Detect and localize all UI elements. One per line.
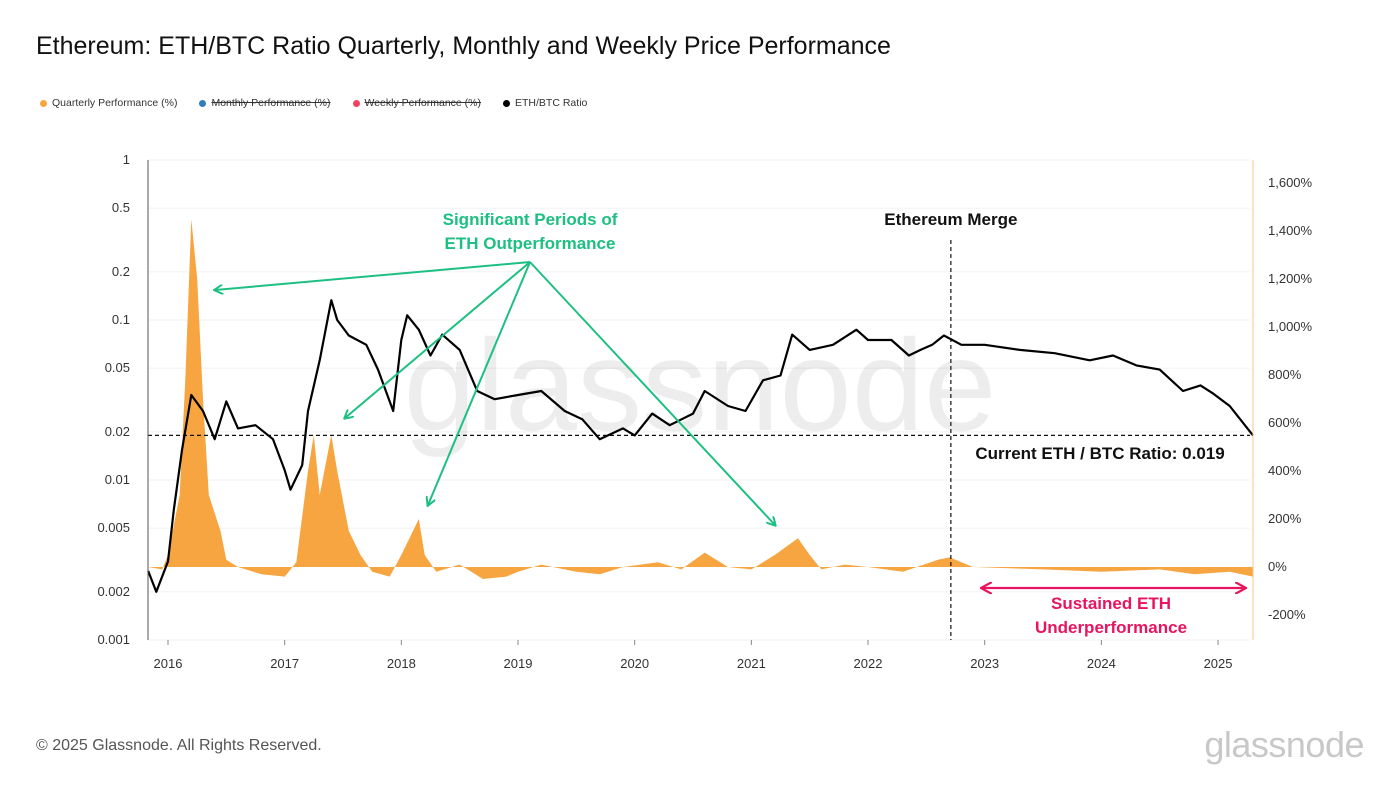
x-tick-label: 2017	[270, 656, 299, 671]
y-left-tick-label: 0.05	[105, 360, 130, 375]
annotation-arrow	[345, 261, 531, 418]
y-left-tick-label: 0.1	[112, 312, 130, 327]
x-tick-label: 2022	[854, 656, 883, 671]
copyright-footer: © 2025 Glassnode. All Rights Reserved.	[36, 737, 322, 754]
legend-label: Monthly Performance (%)	[211, 97, 331, 109]
legend-dot-icon	[199, 99, 207, 107]
x-tick-label: 2019	[504, 656, 533, 671]
y-left-tick-label: 0.5	[112, 200, 130, 215]
legend-dot-icon	[503, 99, 511, 107]
y-left-tick-label: 0.002	[97, 584, 130, 599]
y-right-tick-label: 1,600%	[1268, 175, 1313, 190]
y-right-tick-label: 800%	[1268, 367, 1302, 382]
legend: Quarterly Performance (%) Monthly Perform…	[40, 97, 587, 109]
annotation-arrow	[215, 261, 531, 290]
annotation-arrow	[428, 261, 531, 505]
outperformance-annotation: Significant Periods of	[443, 210, 618, 229]
outperformance-annotation: ETH Outperformance	[445, 234, 616, 253]
underperformance-annotation: Sustained ETH	[1051, 594, 1171, 613]
y-right-tick-label: 600%	[1268, 415, 1302, 430]
y-left-tick-label: 0.001	[97, 632, 130, 647]
y-right-tick-label: 1,400%	[1268, 223, 1313, 238]
legend-item[interactable]: Weekly Performance (%)	[352, 97, 482, 109]
y-left-tick-label: 0.2	[112, 264, 130, 279]
annotation-arrow	[529, 261, 775, 525]
y-left-tick-label: 0.01	[105, 472, 130, 487]
current-ratio-annotation: Current ETH / BTC Ratio: 0.019	[975, 444, 1224, 463]
y-right-tick-label: 1,200%	[1268, 271, 1313, 286]
legend-item[interactable]: Monthly Performance (%)	[199, 97, 331, 109]
merge-label: Ethereum Merge	[884, 210, 1017, 229]
x-tick-label: 2018	[387, 656, 416, 671]
legend-label: ETH/BTC Ratio	[515, 97, 588, 109]
legend-dot-icon	[352, 99, 360, 107]
underperformance-annotation: Underperformance	[1035, 618, 1187, 637]
glassnode-logo: glassnode	[1204, 724, 1364, 765]
chart-title: Ethereum: ETH/BTC Ratio Quarterly, Month…	[36, 32, 891, 60]
x-tick-label: 2016	[154, 656, 183, 671]
x-tick-label: 2025	[1204, 656, 1233, 671]
y-right-tick-label: 400%	[1268, 463, 1302, 478]
legend-item[interactable]: Quarterly Performance (%)	[40, 97, 177, 109]
x-tick-label: 2023	[970, 656, 999, 671]
eth-btc-ratio-line	[147, 299, 1254, 593]
x-tick-label: 2024	[1087, 656, 1116, 671]
legend-dot-icon	[40, 99, 47, 107]
legend-item[interactable]: ETH/BTC Ratio	[503, 97, 587, 109]
y-right-tick-label: -200%	[1268, 607, 1306, 622]
y-left-tick-label: 0.02	[105, 424, 130, 439]
legend-label: Weekly Performance (%)	[364, 97, 482, 109]
x-tick-label: 2021	[737, 656, 766, 671]
x-tick-label: 2020	[620, 656, 649, 671]
watermark: glassnode	[404, 312, 997, 458]
y-right-tick-label: 1,000%	[1268, 319, 1313, 334]
y-left-tick-label: 0.005	[97, 520, 130, 535]
legend-label: Quarterly Performance (%)	[52, 97, 178, 109]
y-right-tick-label: 0%	[1268, 559, 1287, 574]
y-left-tick-label: 1	[123, 152, 130, 167]
y-right-tick-label: 200%	[1268, 511, 1302, 526]
